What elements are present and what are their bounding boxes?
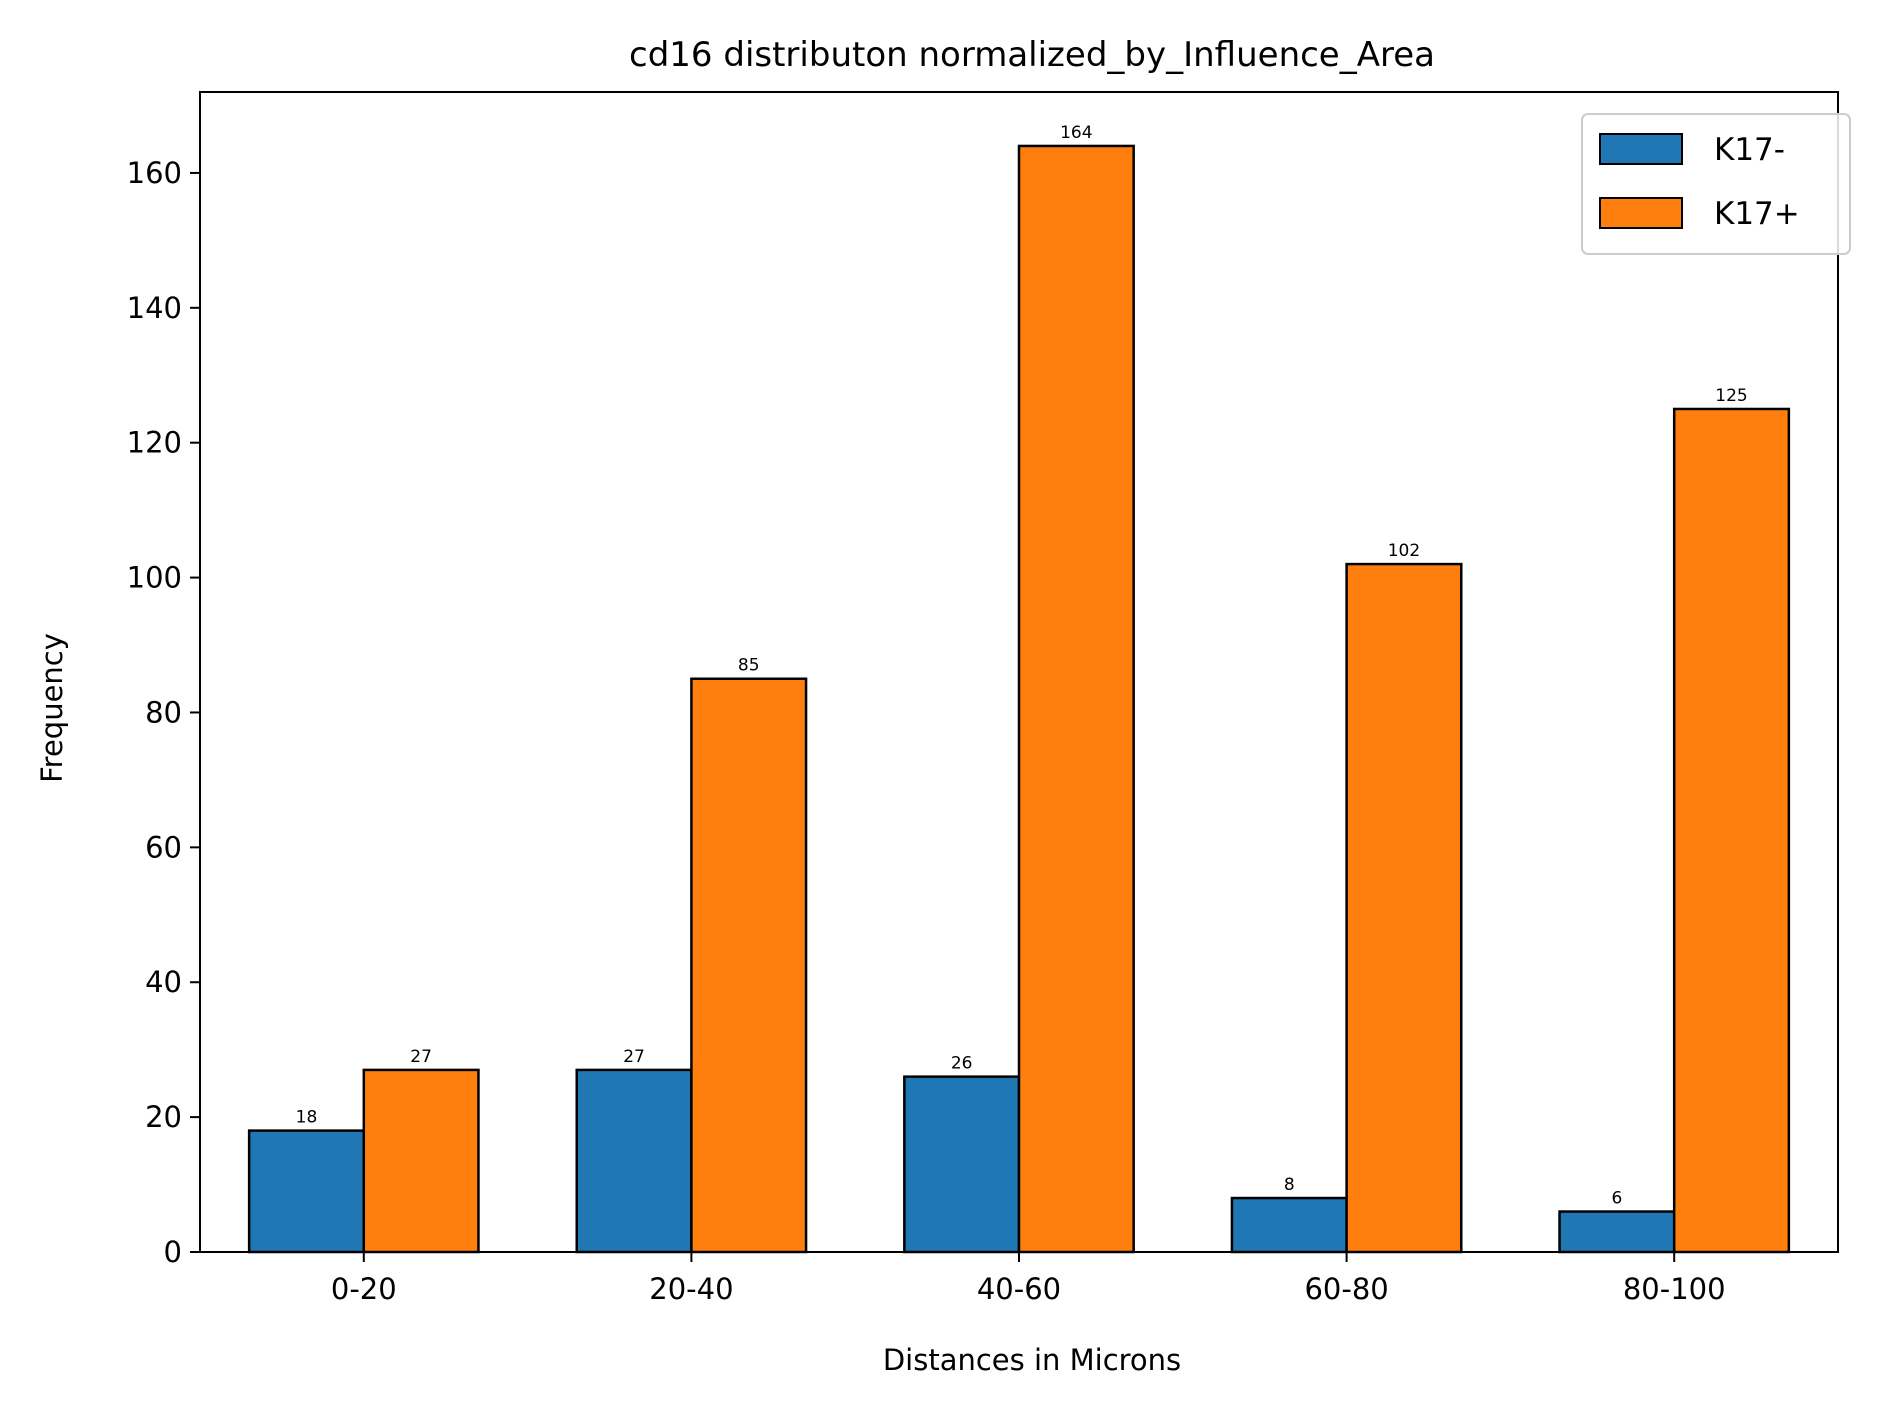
data-label-K17+-20-40: 85	[738, 656, 760, 676]
legend: K17- K17+	[1581, 113, 1851, 255]
bar-K17+-20-40	[690, 677, 808, 1254]
data-label-K17+-60-80: 102	[1388, 541, 1420, 561]
data-label-K17+-0-20: 27	[410, 1047, 432, 1067]
bar-K17+-0-20	[362, 1068, 480, 1254]
data-label-K17+-40-60: 164	[1060, 123, 1092, 143]
data-label-K17--60-80: 8	[1284, 1175, 1295, 1195]
y-tick-label: 140	[127, 291, 182, 325]
data-labels: 18 27 27 85 26 164 8 102 6 125	[296, 123, 1748, 1209]
y-tick-label: 60	[145, 830, 182, 864]
bar-K17--80-100	[1558, 1210, 1676, 1254]
bar-K17+-60-80	[1345, 562, 1463, 1254]
data-label-K17--0-20: 18	[296, 1108, 318, 1128]
x-tick-label: 60-80	[1304, 1272, 1388, 1306]
y-tick-label: 20	[145, 1100, 182, 1134]
x-tick-label: 80-100	[1623, 1272, 1726, 1306]
x-tick-label: 20-40	[649, 1272, 733, 1306]
bars	[247, 144, 1791, 1254]
x-tick-label: 40-60	[977, 1272, 1061, 1306]
bar-K17--40-60	[903, 1075, 1021, 1254]
legend-label-K17+: K17+	[1714, 196, 1800, 232]
y-axis-ticks: 0 20 40 60 80 100 120 140 160	[127, 156, 200, 1269]
legend-swatch-K17-	[1599, 133, 1683, 165]
legend-label-K17-: K17-	[1714, 132, 1785, 168]
data-label-K17+-80-100: 125	[1715, 386, 1747, 406]
bar-K17--20-40	[575, 1068, 693, 1254]
y-tick-label: 120	[127, 426, 182, 460]
x-tick-label: 0-20	[331, 1272, 397, 1306]
chart-title: cd16 distributon normalized_by_Influence…	[629, 35, 1435, 75]
x-axis-label: Distances in Microns	[883, 1343, 1181, 1377]
bar-K17+-80-100	[1672, 407, 1791, 1254]
data-label-K17--80-100: 6	[1611, 1189, 1622, 1209]
bar-K17--0-20	[247, 1129, 366, 1254]
y-tick-label: 160	[127, 156, 182, 190]
x-axis-ticks: 0-20 20-40 40-60 60-80 80-100	[331, 1252, 1726, 1306]
bar-K17+-40-60	[1017, 144, 1135, 1254]
y-tick-label: 0	[164, 1235, 182, 1269]
y-tick-label: 100	[127, 561, 182, 595]
bar-K17--60-80	[1230, 1196, 1348, 1254]
y-axis-label: Frequency	[35, 633, 69, 783]
data-label-K17--40-60: 26	[951, 1054, 973, 1074]
y-tick-label: 80	[145, 695, 182, 729]
legend-swatch-K17+	[1599, 197, 1683, 229]
y-tick-label: 40	[145, 965, 182, 999]
data-label-K17--20-40: 27	[623, 1047, 645, 1067]
